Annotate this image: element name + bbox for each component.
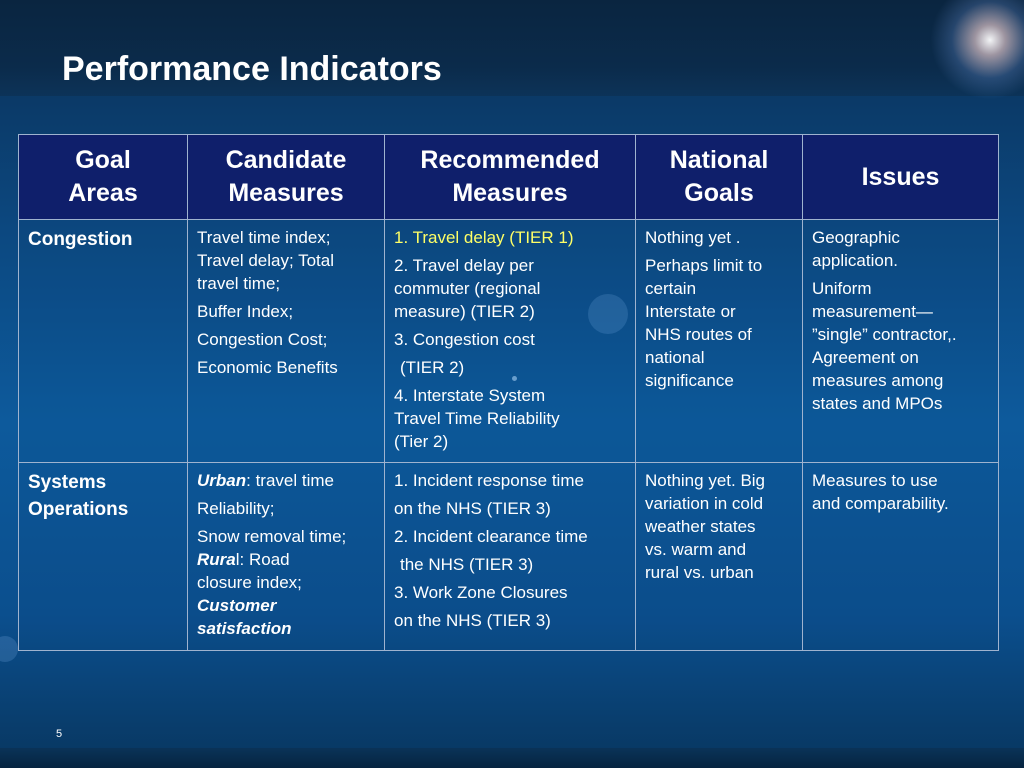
cell-line: Rural: Road (197, 548, 376, 571)
cell-line: NHS routes of (645, 325, 752, 344)
cell-text: l: Road (235, 550, 290, 569)
cell-line: Travel delay; Total (197, 251, 335, 270)
cell-line: measure) (TIER 2) (394, 302, 535, 321)
cell-line: Agreement on (812, 348, 919, 367)
cell-line: Congestion Cost; (197, 330, 328, 349)
cell-line: on the NHS (TIER 3) (394, 611, 551, 630)
cell-line: vs. warm and (645, 540, 747, 559)
cell-line: Economic Benefits (197, 358, 338, 377)
cell-line: Uniform (812, 279, 872, 298)
issues-cell: Measures to use and comparability. (802, 462, 999, 651)
column-header-goal-areas: Goal Areas (18, 134, 188, 220)
national-goals-cell: Nothing yet. Big variation in cold weath… (635, 462, 803, 651)
goal-area-label: Congestion (28, 229, 133, 250)
rural-label: Rura (197, 550, 236, 569)
cell-line: 2. Travel delay per (394, 256, 534, 275)
table-row: Congestion Travel time index; Travel del… (18, 219, 999, 463)
cell-line: 2. Incident clearance time (394, 527, 588, 546)
cell-line: Nothing yet . (645, 228, 741, 247)
cell-line: Reliability; (197, 499, 275, 518)
cell-line: Perhaps limit to (645, 256, 763, 275)
bokeh-light (0, 636, 18, 662)
highlighted-measure: 1. Travel delay (TIER 1) (394, 228, 574, 247)
cell-line: Geographic (812, 228, 900, 247)
bottom-band (0, 748, 1024, 768)
cell-line: Travel time index; (197, 228, 331, 247)
cell-line: commuter (regional (394, 279, 541, 298)
cell-line: measures among (812, 371, 944, 390)
cell-line: application. (812, 251, 899, 270)
table-header-row: Goal Areas Candidate Measures Recommended M… (18, 134, 999, 220)
goal-area-cell: Congestion (18, 219, 188, 463)
column-header-candidate-measures: Candidate Measures (187, 134, 385, 220)
cell-line: on the NHS (TIER 3) (394, 499, 551, 518)
urban-label: Urban (197, 471, 247, 490)
cell-line: Urban: travel time (197, 469, 376, 492)
cell-line: variation in cold (645, 494, 764, 513)
goal-area-label: Systems (28, 472, 107, 493)
cell-text: : travel time (246, 471, 334, 490)
column-header-national-goals: National Goals (635, 134, 803, 220)
page-title: Performance Indicators (62, 50, 442, 88)
recommended-measures-cell: 1. Incident response time on the NHS (TI… (384, 462, 636, 651)
cell-line: Customer (197, 596, 277, 615)
national-goals-cell: Nothing yet . Perhaps limit to certain I… (635, 219, 803, 463)
cell-line: 4. Interstate System (394, 386, 546, 405)
issues-cell: Geographic application. Uniform measurem… (802, 219, 999, 463)
cell-line: satisfaction (197, 619, 292, 638)
table-row: Systems Operations Urban: travel time Re… (18, 462, 999, 651)
cell-line: rural vs. urban (645, 563, 754, 582)
cell-line: closure index; (197, 573, 302, 592)
cell-line: states and MPOs (812, 394, 943, 413)
recommended-measures-cell: 1. Travel delay (TIER 1) 2. Travel delay… (384, 219, 636, 463)
slide-page-number: 5 (56, 728, 63, 740)
goal-area-label: Operations (28, 499, 129, 520)
cell-line: ”single” contractor,. (812, 325, 957, 344)
cell-line: Nothing yet. Big (645, 471, 766, 490)
cell-line: Measures to use (812, 471, 938, 490)
cell-line: 3. Congestion cost (394, 330, 535, 349)
lens-flare (930, 0, 1024, 100)
cell-line: Snow removal time; (197, 527, 347, 546)
cell-line: (TIER 2) (400, 358, 465, 377)
cell-line: national (645, 348, 705, 367)
cell-line: the NHS (TIER 3) (400, 555, 534, 574)
cell-line: (Tier 2) (394, 432, 449, 451)
cell-line: Interstate or (645, 302, 736, 321)
goal-area-cell: Systems Operations (18, 462, 188, 651)
cell-line: weather states (645, 517, 756, 536)
cell-line: Buffer Index; (197, 302, 294, 321)
cell-line: measurement— (812, 302, 933, 321)
cell-line: 1. Incident response time (394, 471, 584, 490)
column-header-recommended-measures: Recommended Measures (384, 134, 636, 220)
cell-line: significance (645, 371, 734, 390)
cell-line: Travel Time Reliability (394, 409, 560, 428)
cell-line: certain (645, 279, 697, 298)
candidate-measures-cell: Travel time index; Travel delay; Total t… (187, 219, 385, 463)
column-header-issues: Issues (802, 134, 999, 220)
performance-indicators-table: Goal Areas Candidate Measures Recommended M… (18, 134, 999, 651)
cell-line: 3. Work Zone Closures (394, 583, 568, 602)
candidate-measures-cell: Urban: travel time Reliability; Snow rem… (187, 462, 385, 651)
cell-line: travel time; (197, 274, 281, 293)
cell-line: and comparability. (812, 494, 949, 513)
